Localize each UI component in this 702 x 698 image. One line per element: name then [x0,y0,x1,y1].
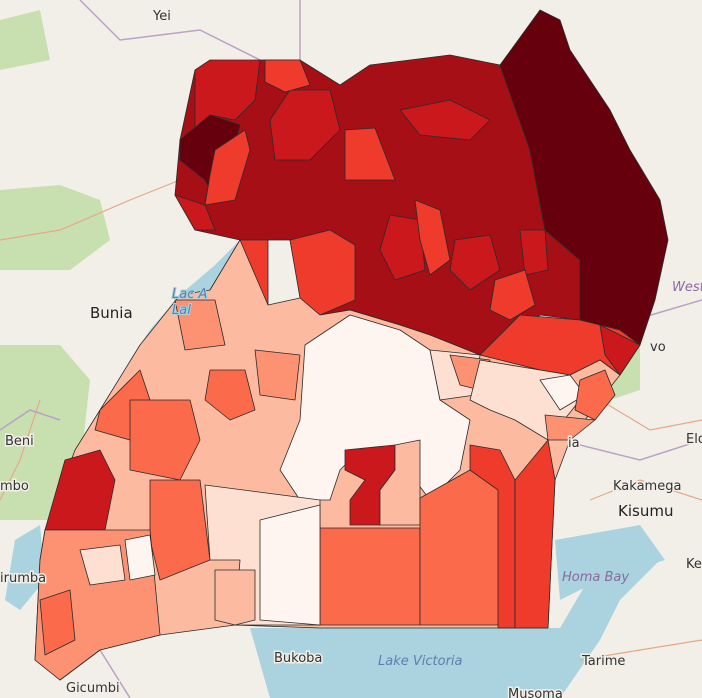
district[interactable] [489,269,536,321]
district[interactable] [264,59,311,93]
district[interactable] [344,127,396,181]
forest-area [0,10,50,70]
district[interactable] [174,194,216,231]
lake-victoria [250,540,660,698]
winam-gulf [555,525,665,600]
label-butembo: mbo [0,479,29,494]
district[interactable] [214,569,256,626]
label-kakamega: Kakamega [613,479,681,494]
district[interactable] [574,369,616,421]
label-homa-bay: Homa Bay [562,570,629,585]
label-musoma: Musoma [508,687,563,698]
label-tororo: vo [650,340,666,355]
label-bukoba: Bukoba [274,651,322,666]
forest-area [0,185,110,270]
district[interactable] [399,99,491,141]
district[interactable] [39,589,76,656]
label-beni: Beni [5,434,34,449]
label-lake-victoria: Lake Victoria [378,654,463,669]
district[interactable] [419,469,501,626]
district[interactable] [174,299,226,351]
district[interactable] [319,527,421,626]
label-bunia: Bunia [90,304,133,322]
uganda-districts [34,9,669,681]
district[interactable] [204,129,251,206]
label-lake-albert-2: Lal [172,303,191,318]
label-eldoret: Eld [686,432,702,447]
label-kisumu: Kisumu [618,502,673,520]
district[interactable] [379,214,426,281]
label-busia: ia [568,436,580,451]
label-kirumba: irumba [0,571,46,586]
district[interactable] [379,439,421,526]
district[interactable] [414,199,451,276]
lake-edward [5,525,45,610]
district[interactable] [514,439,556,629]
district[interactable] [449,234,501,291]
district[interactable] [519,229,549,276]
label-gicumbi: Gicumbi [66,681,120,696]
district[interactable] [544,414,596,441]
district[interactable] [254,349,301,401]
district[interactable] [194,59,261,131]
label-kenya: Ken [686,557,702,572]
district[interactable] [259,504,321,626]
district[interactable] [499,9,669,346]
district[interactable] [269,89,341,161]
district[interactable] [124,534,156,581]
place-labels: Yei Bunia Lac A Lal Beni mbo irumba Buko… [0,8,702,698]
district[interactable] [44,449,116,531]
label-lake-albert: Lac A [172,287,207,302]
road [0,179,702,661]
district[interactable] [204,369,256,421]
label-tarime: Tarime [581,654,625,669]
label-west-pokot: West P [672,280,702,295]
label-yei: Yei [152,9,171,24]
district[interactable] [469,444,516,629]
district[interactable] [79,544,126,586]
district[interactable] [129,399,201,481]
